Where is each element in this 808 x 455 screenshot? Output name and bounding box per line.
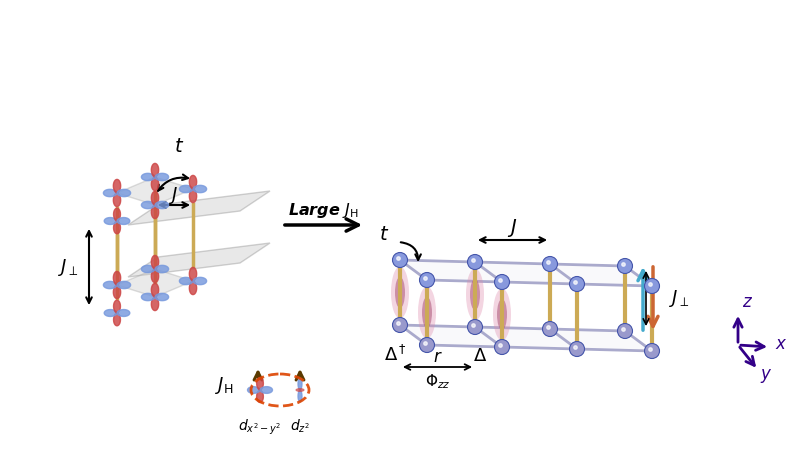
- Polygon shape: [113, 272, 120, 285]
- Polygon shape: [128, 243, 270, 277]
- Circle shape: [419, 273, 435, 288]
- Ellipse shape: [497, 299, 507, 330]
- Text: $\Delta$: $\Delta$: [473, 347, 487, 365]
- Polygon shape: [151, 205, 158, 218]
- Polygon shape: [117, 269, 193, 297]
- Polygon shape: [189, 268, 196, 281]
- Text: $J$: $J$: [507, 217, 518, 239]
- Polygon shape: [257, 390, 263, 403]
- Polygon shape: [179, 185, 193, 192]
- Polygon shape: [298, 378, 302, 390]
- Text: $x$: $x$: [775, 335, 788, 353]
- Polygon shape: [117, 177, 193, 205]
- Circle shape: [570, 342, 584, 357]
- Text: Large $J_{\rm H}$: Large $J_{\rm H}$: [288, 202, 359, 221]
- Polygon shape: [155, 265, 169, 273]
- Polygon shape: [114, 208, 120, 221]
- Polygon shape: [247, 387, 260, 394]
- Ellipse shape: [470, 279, 480, 310]
- Text: $J_\perp$: $J_\perp$: [669, 288, 690, 309]
- Polygon shape: [298, 390, 302, 402]
- Polygon shape: [193, 185, 207, 192]
- Text: $\Delta^\dagger$: $\Delta^\dagger$: [384, 345, 406, 365]
- Circle shape: [617, 258, 633, 273]
- Ellipse shape: [391, 267, 409, 318]
- Text: $y$: $y$: [760, 367, 772, 385]
- Polygon shape: [113, 285, 120, 298]
- Polygon shape: [155, 293, 169, 301]
- Ellipse shape: [466, 268, 484, 320]
- Polygon shape: [117, 189, 131, 197]
- Polygon shape: [117, 281, 131, 288]
- Circle shape: [570, 277, 584, 292]
- Polygon shape: [151, 269, 158, 283]
- Ellipse shape: [395, 277, 405, 308]
- Polygon shape: [179, 278, 193, 285]
- Circle shape: [645, 278, 659, 293]
- Polygon shape: [141, 201, 155, 209]
- Polygon shape: [141, 173, 155, 181]
- Polygon shape: [151, 283, 158, 297]
- Polygon shape: [114, 221, 120, 234]
- Circle shape: [494, 274, 510, 289]
- Polygon shape: [117, 217, 130, 224]
- Ellipse shape: [418, 287, 436, 339]
- Polygon shape: [400, 325, 652, 351]
- Polygon shape: [114, 300, 120, 313]
- Text: $J_{\rm H}$: $J_{\rm H}$: [215, 374, 234, 395]
- Polygon shape: [155, 173, 169, 181]
- Text: $d_{x^2-y^2}$: $d_{x^2-y^2}$: [238, 418, 282, 437]
- Polygon shape: [189, 189, 196, 202]
- Polygon shape: [257, 378, 263, 390]
- Circle shape: [393, 318, 407, 333]
- Text: $\Phi_{zz}$: $\Phi_{zz}$: [425, 372, 450, 391]
- Polygon shape: [189, 176, 196, 189]
- Ellipse shape: [296, 388, 305, 392]
- Polygon shape: [128, 191, 270, 225]
- Circle shape: [542, 322, 558, 337]
- Polygon shape: [400, 260, 652, 286]
- Polygon shape: [151, 177, 158, 191]
- Polygon shape: [193, 278, 207, 285]
- Polygon shape: [103, 281, 117, 288]
- Circle shape: [419, 338, 435, 353]
- Polygon shape: [151, 192, 158, 205]
- Text: $z$: $z$: [742, 293, 753, 311]
- Text: $t$: $t$: [174, 136, 184, 156]
- Polygon shape: [151, 297, 158, 311]
- Ellipse shape: [493, 288, 511, 340]
- Circle shape: [617, 324, 633, 339]
- Circle shape: [468, 254, 482, 269]
- Polygon shape: [117, 309, 130, 316]
- Polygon shape: [151, 255, 158, 269]
- Polygon shape: [189, 281, 196, 294]
- Circle shape: [393, 253, 407, 268]
- Text: $d_{z^2}$: $d_{z^2}$: [290, 418, 310, 435]
- Circle shape: [542, 257, 558, 272]
- Polygon shape: [113, 179, 120, 193]
- Text: $r$: $r$: [432, 348, 442, 366]
- Polygon shape: [141, 293, 155, 301]
- Polygon shape: [151, 163, 158, 177]
- Text: $J$: $J$: [169, 184, 179, 206]
- Polygon shape: [104, 309, 117, 316]
- Circle shape: [468, 319, 482, 334]
- Polygon shape: [260, 387, 272, 394]
- Polygon shape: [104, 217, 117, 224]
- Text: $t$: $t$: [379, 226, 389, 244]
- Polygon shape: [114, 313, 120, 326]
- Polygon shape: [141, 265, 155, 273]
- Text: $J_\perp$: $J_\perp$: [58, 257, 79, 278]
- Ellipse shape: [422, 297, 432, 328]
- Polygon shape: [155, 201, 169, 209]
- Circle shape: [645, 344, 659, 359]
- Circle shape: [494, 339, 510, 354]
- Polygon shape: [113, 193, 120, 207]
- Polygon shape: [103, 189, 117, 197]
